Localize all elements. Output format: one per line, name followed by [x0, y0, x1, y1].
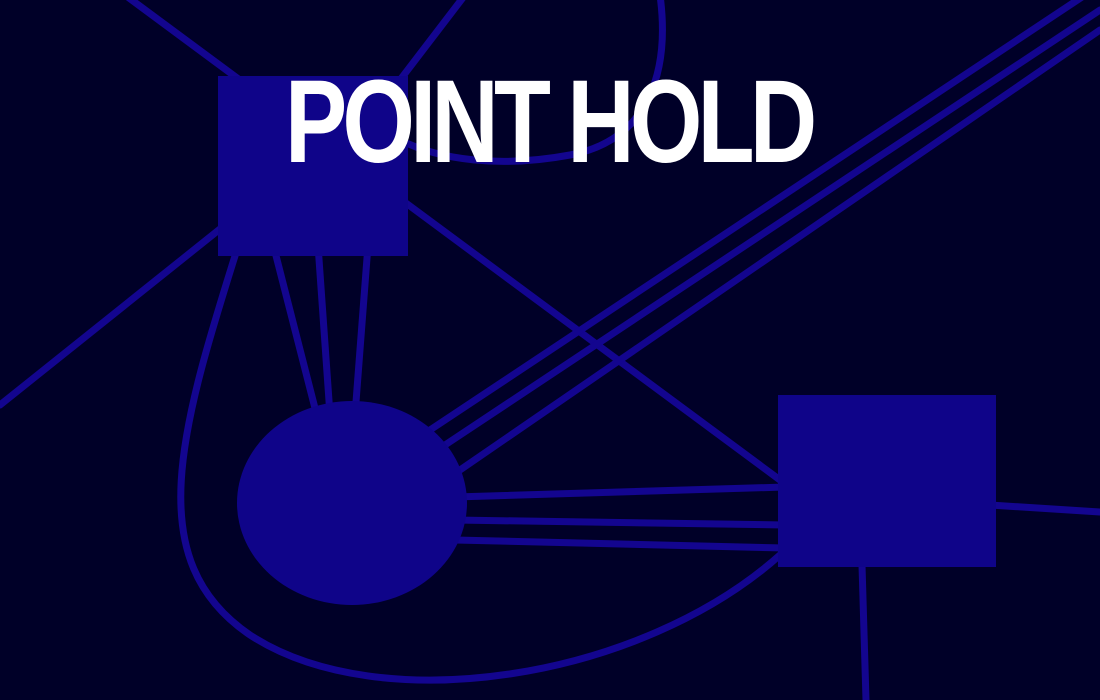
connection-line — [456, 26, 1100, 474]
square-node[interactable] — [218, 76, 408, 256]
connection-line — [314, 241, 334, 419]
connection-line — [268, 236, 322, 424]
connection-line — [451, 483, 789, 501]
connection-line — [451, 536, 789, 552]
connection-line — [426, 0, 1084, 434]
node-layer — [218, 76, 996, 605]
connection-line — [396, 0, 466, 84]
connection-line — [177, 236, 784, 684]
connection-line — [351, 241, 372, 419]
connection-line — [0, 221, 229, 409]
connection-line — [396, 0, 666, 165]
connection-line — [441, 6, 1100, 449]
square-node[interactable] — [778, 395, 996, 567]
connection-line — [125, 0, 784, 484]
circle-node[interactable] — [237, 401, 467, 605]
connection-line — [451, 516, 789, 529]
connection-line — [858, 561, 870, 700]
connection-line — [986, 501, 1100, 516]
